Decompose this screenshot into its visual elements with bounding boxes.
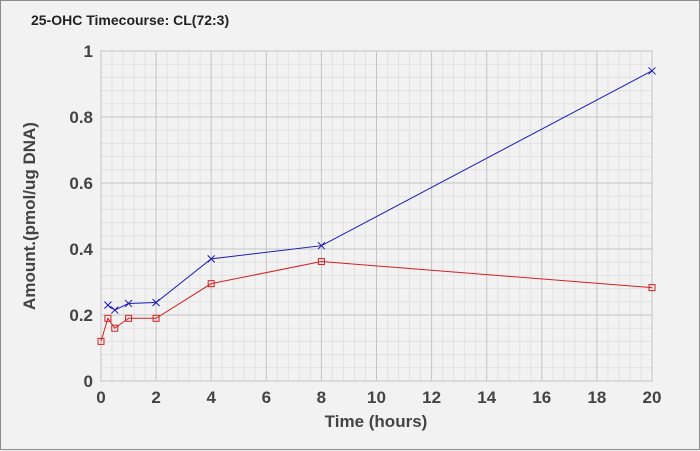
- data-point: [152, 314, 160, 322]
- x-tick-label: 6: [262, 388, 271, 407]
- y-tick-label: 1: [84, 42, 93, 61]
- data-point: [104, 314, 112, 322]
- data-point: [110, 306, 119, 314]
- data-point: [125, 314, 133, 322]
- x-tick-label: 12: [422, 388, 441, 407]
- y-tick-label: 0: [84, 372, 93, 391]
- x-tick-label: 20: [643, 388, 662, 407]
- data-point: [111, 324, 119, 332]
- x-tick-label: 16: [532, 388, 551, 407]
- x-tick-label: 14: [477, 388, 496, 407]
- y-tick-label: 0.6: [69, 174, 93, 193]
- data-point: [648, 284, 656, 292]
- data-point: [104, 301, 112, 309]
- y-axis-ticks: 0 0.2 0.4 0.6 0.8 1: [69, 42, 93, 391]
- x-tick-label: 4: [206, 388, 216, 407]
- x-axis-ticks: 0 2 4 6 8 10 12 14 16 18 20: [96, 388, 661, 407]
- major-gridlines: [100, 50, 653, 382]
- data-point: [124, 299, 133, 308]
- y-axis-label: Amount.(pmol/ug DNA): [20, 122, 39, 310]
- data-point: [207, 280, 215, 288]
- x-tick-label: 8: [317, 388, 326, 407]
- data-point: [317, 258, 325, 266]
- series-layer: [97, 66, 656, 345]
- chart-title: 25-OHC Timecourse: CL(72:3): [31, 12, 229, 28]
- x-axis-label: Time (hours): [325, 412, 428, 431]
- data-point: [317, 241, 326, 250]
- data-point: [152, 298, 160, 307]
- x-tick-label: 2: [151, 388, 160, 407]
- data-point: [207, 255, 216, 263]
- data-point: [97, 337, 105, 345]
- x-tick-label: 10: [367, 388, 386, 407]
- x-tick-label: 0: [96, 388, 105, 407]
- data-point: [648, 66, 656, 75]
- y-tick-label: 0.4: [69, 240, 93, 259]
- y-tick-label: 0.2: [69, 306, 93, 325]
- series-line-2: [100, 261, 653, 342]
- x-tick-label: 18: [587, 388, 606, 407]
- y-tick-label: 0.8: [69, 108, 93, 127]
